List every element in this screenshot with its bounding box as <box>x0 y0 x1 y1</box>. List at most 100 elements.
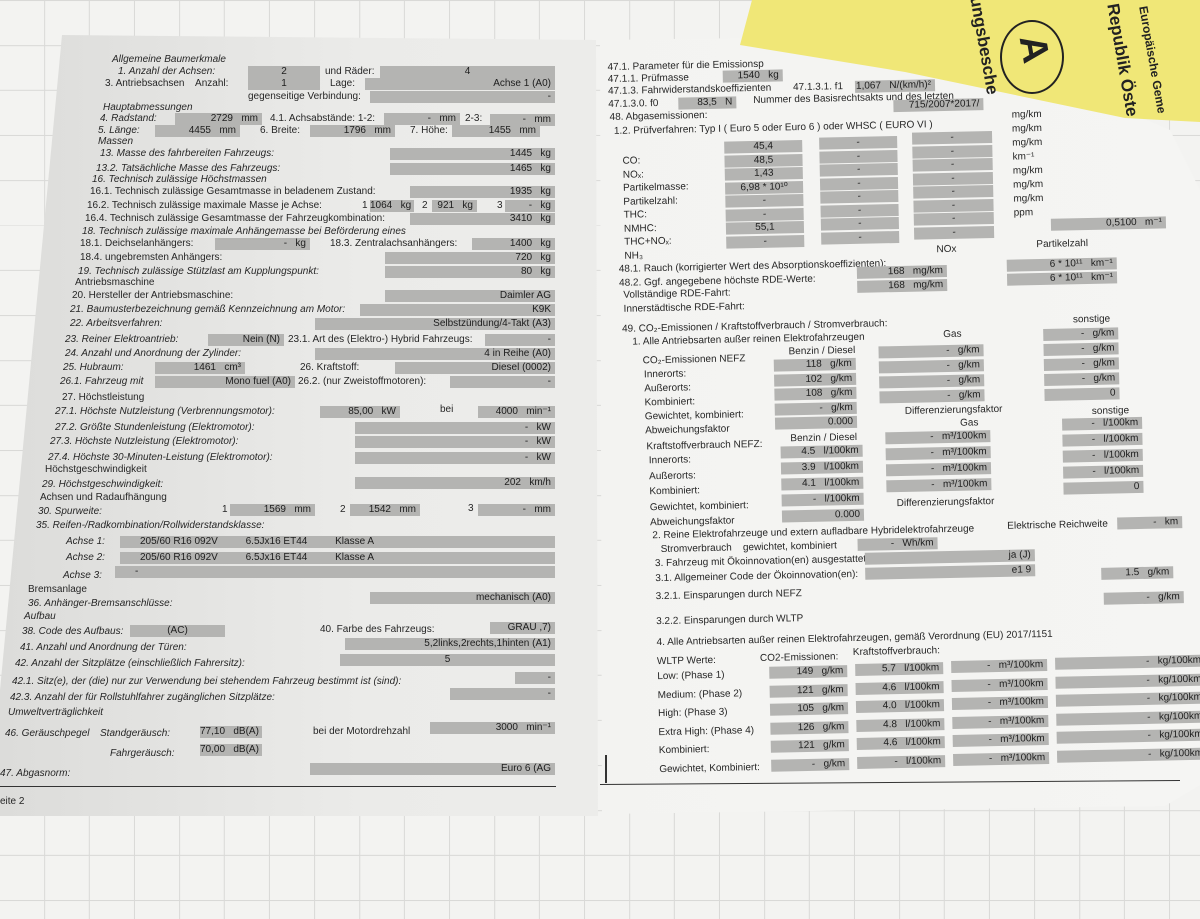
label-benzin-head: Benzin / Diesel <box>788 344 856 358</box>
field-em-col1-4: - <box>725 193 804 208</box>
field-fzmit: Mono fuel (A0) <box>155 376 295 388</box>
field-raeder: 4 <box>380 66 555 78</box>
label-wltp-einsp-label: 3.2.2. Einsparungen durch WLTP <box>656 613 804 628</box>
label-m162-label: 16.2. Technisch zulässige maximale Masse… <box>87 200 322 211</box>
field-wltp-rows-2-gas: - m³/100km <box>951 695 1049 710</box>
label-wltp-label: WLTP Werte: <box>656 654 717 668</box>
label-m18-label: 18. Technisch zulässige maximale Anhänge… <box>82 226 406 237</box>
field-achsab23: - mm <box>490 114 555 126</box>
field-rauch: 0,5100 m⁻¹ <box>1050 216 1167 231</box>
label-hubraum-label: 25. Hubraum: <box>63 362 124 373</box>
field-co2-sonst-2: - g/km <box>1043 357 1119 371</box>
label-tueren-label: 41. Anzahl und Anordnung der Türen: <box>20 642 187 653</box>
label-wltp-rows-2-label: High: (Phase 3) <box>657 706 728 720</box>
field-nefz-einsp: 1.5 g/km <box>1101 566 1174 580</box>
label-vmax-label: 29. Höchstgeschwindigkeit: <box>42 479 164 490</box>
field-p271-rpm: 4000 min⁻¹ <box>478 406 555 418</box>
label-kraftstoff-label: 26. Kraftstoff: <box>300 362 360 373</box>
label-zweistoff-label: 26.2. (nur Zweistoffmotoren): <box>298 376 427 387</box>
label-m19-label: 19. Technisch zulässige Stützlast am Kup… <box>78 266 319 277</box>
field-breite: 1796 mm <box>310 125 395 137</box>
field-brems: mechanisch (A0) <box>370 592 555 604</box>
field-wltp-rows-3-fuel: 4.8 l/100km <box>856 717 945 732</box>
field-wltp-rows-2-co2: 105 g/km <box>769 702 849 716</box>
field-em-col2-5: - <box>820 203 899 218</box>
label-h-umwelt: Umweltverträglichkeit <box>8 707 104 718</box>
label-elektro-label: 23. Reiner Elektroantrieb: <box>65 334 179 345</box>
label-p47131-label: 47.1.3.1. f1 <box>792 81 844 94</box>
label-abgasem-label: 48. Abgasemissionen: <box>609 109 708 124</box>
field-antrieb: 1 <box>248 78 320 90</box>
field-em-col2-7: - <box>821 230 900 245</box>
field-hybrid: - <box>485 334 555 346</box>
field-lage: Achse 1 (A0) <box>365 78 555 90</box>
field-co2-sonst-3: - g/km <box>1044 372 1120 386</box>
field-em-col1-2: 1,43 <box>724 166 803 181</box>
field-em-col3-5: - <box>913 198 994 213</box>
label-em-labels-0: CO: <box>622 155 641 167</box>
field-co2-gas-3: - g/km <box>879 389 985 404</box>
field-achsab12: - mm <box>384 113 460 125</box>
label-m13-label: 13. Masse des fahrbereiten Fahrzeugs: <box>100 148 274 159</box>
label-achsab-label: 4.1. Achsabstände: 1-2: <box>270 113 376 124</box>
field-m184: 720 kg <box>385 252 555 264</box>
field-em-col1-5: - <box>725 207 804 222</box>
label-page-footer: eite 2 <box>0 796 25 807</box>
label-abgas-label: 47. Abgasnorm: <box>0 768 71 779</box>
field-oekocode: e1 9 <box>865 564 1036 580</box>
field-wltp-rows-5-fuel: - l/100km <box>857 754 946 769</box>
label-farbe-label: 40. Farbe des Fahrzeugs: <box>320 624 435 635</box>
label-em-units-1: mg/km <box>1011 122 1043 135</box>
field-wltp-rows-4-co2: 121 g/km <box>770 739 849 753</box>
label-nefz-einsp-label: 3.2.1. Einsparungen durch NEFZ <box>655 588 802 603</box>
label-em-labels-7: NH₃ <box>624 249 644 262</box>
label-sonst-head: sonstige <box>1072 313 1111 326</box>
field-strom: - Wh/km <box>857 537 938 551</box>
field-p272: - kW <box>355 422 555 434</box>
field-wltp-rows-5-kg: - kg/100km <box>1056 747 1200 763</box>
field-m181: - kg <box>215 238 310 250</box>
label-em-labels-4: THC: <box>623 209 648 221</box>
label-m183-label: 18.3. Zentralachsanhängers: <box>330 238 458 249</box>
field-vmax: 202 km/h <box>355 477 555 489</box>
field-co2-sonst-4: 0 <box>1044 387 1120 401</box>
label-raeder-label: und Räder: <box>325 66 375 77</box>
label-m184-label: 18.4. ungebremsten Anhängers: <box>80 252 223 263</box>
label-h27-label: 27. Höchstleistung <box>62 392 145 403</box>
field-em-col2-4: - <box>820 189 899 204</box>
field-kraftstoff: Diesel (0002) <box>395 362 555 374</box>
label-lage-label: Lage: <box>330 78 356 89</box>
label-h-brems: Bremsanlage <box>28 584 87 595</box>
field-co2-gas-2: - g/km <box>879 374 985 389</box>
field-hubraum: 1461 cm³ <box>155 362 245 374</box>
field-wltp-rows-3-gas: - m³/100km <box>952 714 1049 729</box>
label-a2: 2 <box>422 200 428 211</box>
field-verb: - <box>370 91 555 103</box>
field-wltp-rows-0-co2: 149 g/km <box>769 665 848 679</box>
field-laenge: 4455 mm <box>155 125 240 137</box>
field-m162-1: 1064 kg <box>370 200 414 212</box>
field-wltp-rows-1-kg: - kg/100km <box>1055 673 1200 689</box>
field-spur2: 1542 mm <box>350 504 420 516</box>
label-m132-label: 13.2. Tatsächliche Masse des Fahrzeugs: <box>96 163 281 174</box>
label-wltp-rows-1-label: Medium: (Phase 2) <box>657 687 743 701</box>
label-p271-label: 27.1. Höchste Nutzleistung (Verbrennungs… <box>55 406 275 417</box>
label-a1: 1 <box>362 200 368 211</box>
label-oeko-label: 3. Fahrzeug mit Ökoinnovation(en) ausges… <box>654 553 870 570</box>
binding-mark <box>605 755 607 783</box>
label-hoehe-label: 7. Höhe: <box>410 125 448 136</box>
field-wltp-rows-4-kg: - kg/100km <box>1056 728 1200 744</box>
label-h-massen: Massen <box>98 136 134 147</box>
field-kv-bd-3: - l/100km <box>781 492 864 507</box>
field-em-col1-0: 45,4 <box>724 139 803 154</box>
field-em-col2-1: - <box>819 149 898 164</box>
field-kv-sonst-1: - l/100km <box>1062 432 1143 447</box>
field-abgas: Euro 6 (AG <box>310 763 555 775</box>
label-row-labels-2: Kombiniert: <box>649 485 701 498</box>
field-wltp-rows-0-kg: - kg/100km <box>1055 654 1200 670</box>
field-rde-pz2: 6 * 10¹¹ km⁻¹ <box>1006 271 1118 286</box>
label-drehzahl-label: bei der Motordrehzahl <box>313 726 411 737</box>
label-s3: 3 <box>468 503 474 514</box>
field-em-col2-0: - <box>819 135 898 150</box>
field-wltp-rows-1-fuel: 4.6 l/100km <box>855 680 944 695</box>
